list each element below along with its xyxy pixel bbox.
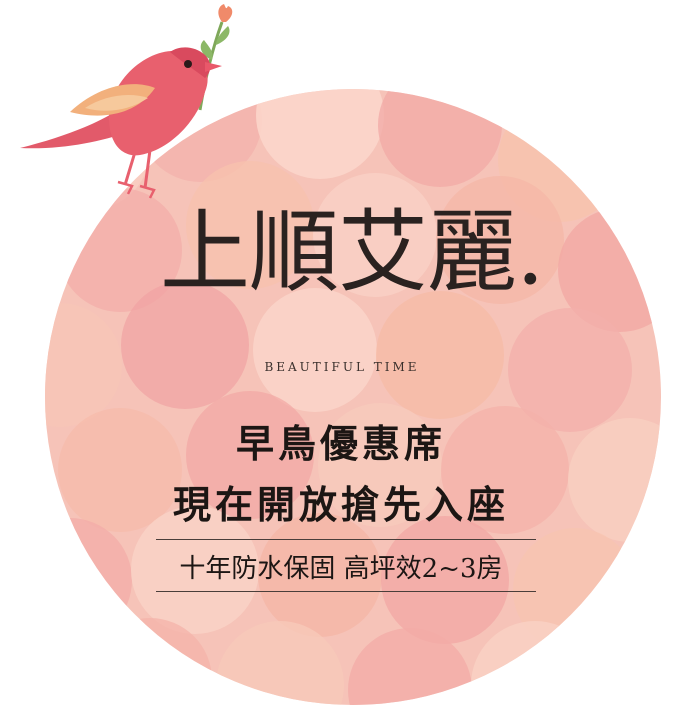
brand-subtitle: BEAUTIFUL TIME xyxy=(264,360,420,374)
brand-title: 上順艾麗. xyxy=(160,200,545,305)
divider-bottom xyxy=(156,591,536,592)
promo-subheadline: 現在開放搶先入座 xyxy=(172,482,509,527)
bird-illustration xyxy=(20,4,233,199)
features-text: 十年防水保固 高坪效2~3房 xyxy=(179,554,503,584)
divider-top xyxy=(156,539,536,540)
bubble-pattern xyxy=(45,89,661,705)
promo-headline: 早鳥優惠席 xyxy=(235,421,446,466)
